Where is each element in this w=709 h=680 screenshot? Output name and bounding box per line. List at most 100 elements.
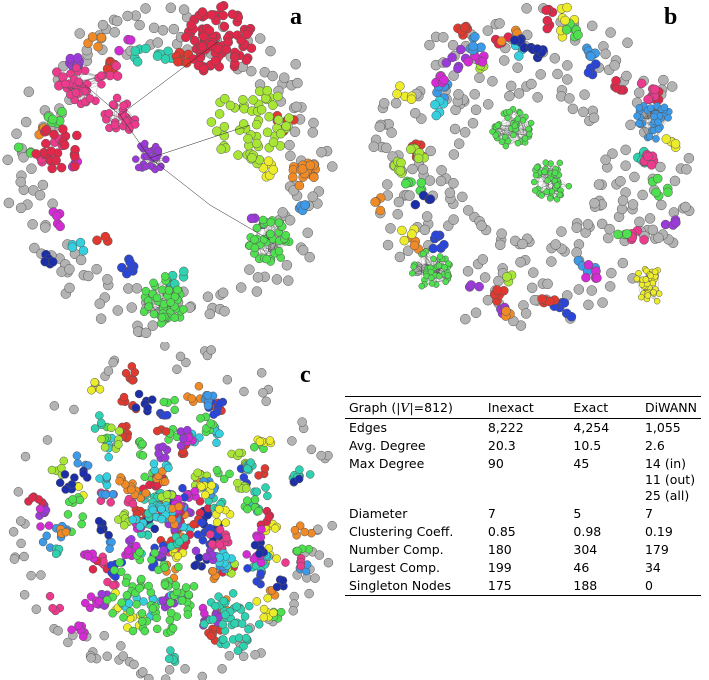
graph-node (51, 549, 61, 559)
graph-node (221, 610, 230, 619)
graph-node (633, 87, 645, 99)
graph-node (409, 270, 416, 277)
graph-node (281, 558, 290, 567)
graph-node (26, 163, 37, 174)
header-exact: Exact (573, 400, 609, 415)
graph-node (166, 646, 175, 655)
graph-node (160, 272, 170, 281)
graph-node (246, 213, 257, 224)
graph-node (101, 490, 110, 499)
graph-node (122, 10, 133, 22)
graph-node (41, 138, 51, 149)
graph-node (135, 584, 144, 593)
graph-node (538, 192, 545, 199)
graph-node (100, 231, 111, 242)
graph-node (262, 85, 273, 96)
graph-node (114, 45, 124, 56)
graph-node (19, 589, 30, 600)
graph-node (428, 280, 436, 287)
graph-node (175, 537, 184, 546)
graph-node (515, 320, 527, 331)
graph-node (189, 35, 200, 46)
graph-node (241, 55, 252, 65)
graph-node (206, 345, 216, 355)
graph-node (531, 187, 539, 194)
graph-node (513, 88, 525, 99)
graph-node (438, 32, 449, 43)
cell-exact: 304 (573, 542, 598, 557)
cell-diwann-line: 11 (out) (644, 472, 696, 487)
network-graph-inexact (2, 0, 338, 339)
graph-node (152, 51, 163, 61)
graph-node (469, 89, 480, 100)
cell-inexact: 90 (487, 456, 504, 471)
graph-node (204, 25, 215, 36)
graph-node (115, 558, 125, 567)
graph-node (124, 599, 134, 608)
graph-node (201, 490, 210, 500)
header-graph-suffix: =812) (413, 400, 453, 415)
graph-node (269, 608, 278, 618)
graph-node (271, 274, 283, 285)
graph-node (627, 199, 639, 210)
graph-node (542, 278, 553, 290)
graph-node (493, 275, 504, 287)
graph-node (646, 104, 655, 112)
graph-node (496, 228, 507, 239)
graph-node (221, 518, 230, 527)
graph-node (20, 451, 31, 462)
graph-node (296, 561, 306, 571)
graph-node (494, 18, 505, 29)
graph-node (425, 194, 436, 204)
graph-node (94, 516, 104, 526)
graph-node (219, 305, 230, 317)
graph-node (81, 598, 90, 608)
graph-node (294, 180, 305, 191)
graph-node (140, 3, 151, 14)
graph-node (148, 505, 158, 515)
graph-node (79, 469, 88, 478)
graph-node (134, 389, 144, 399)
graph-node (316, 450, 326, 461)
graph-node (510, 131, 517, 139)
graph-node (427, 268, 435, 276)
graph-node (157, 514, 166, 524)
graph-node (240, 612, 250, 621)
graph-node (583, 260, 594, 270)
graph-node (121, 368, 131, 378)
graph-node (121, 578, 131, 587)
graph-node (262, 254, 271, 264)
graph-node (589, 197, 600, 209)
graph-node (141, 162, 150, 171)
cell-diwann-line: 0 (644, 578, 653, 593)
header-graph: Graph (|V|=812) (345, 397, 484, 419)
graph-node (505, 80, 517, 92)
graph-node (644, 213, 656, 224)
graph-node (144, 673, 154, 680)
graph-node (664, 114, 672, 122)
graph-node (378, 97, 390, 109)
graph-node (162, 490, 172, 499)
graph-node (406, 94, 417, 105)
graph-node (470, 307, 482, 319)
graph-node (235, 282, 247, 293)
graph-node (173, 551, 183, 561)
graph-node (258, 388, 268, 398)
graph-node (278, 576, 288, 585)
graph-node (105, 544, 114, 554)
graph-node (80, 66, 90, 75)
graph-node (127, 535, 136, 544)
graph-node (197, 7, 208, 17)
graph-node (410, 263, 417, 270)
graph-node (527, 119, 535, 127)
graph-node (216, 2, 226, 12)
graph-node (197, 671, 208, 680)
graph-node (644, 292, 652, 299)
graph-node (653, 297, 661, 305)
graph-node (430, 255, 437, 263)
graph-node (130, 368, 140, 377)
graph-node (227, 9, 238, 19)
graph-node (140, 626, 150, 636)
graph-node (289, 126, 301, 138)
graph-node (600, 48, 611, 60)
